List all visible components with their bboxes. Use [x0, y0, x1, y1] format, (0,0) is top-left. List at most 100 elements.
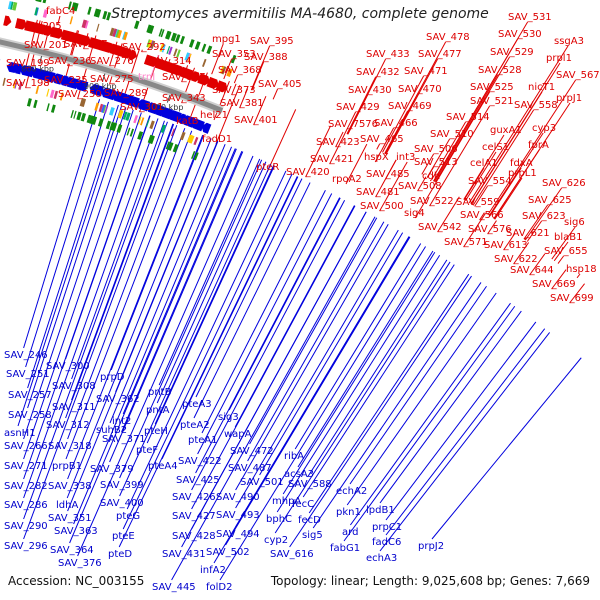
feature-tick: [106, 12, 112, 21]
label-connector: [225, 236, 411, 546]
reverse-gene: [136, 99, 151, 112]
gene-label: rpoA2: [332, 174, 362, 185]
gene-label: SAV_613: [484, 240, 528, 251]
gene-label: SAV_558: [514, 100, 558, 111]
feature-tick: [91, 116, 96, 125]
gene-label: SAV_514: [446, 112, 490, 123]
gene-label: SAV_198: [6, 78, 50, 89]
gene-label: folD2: [206, 582, 232, 593]
feature-tick: [206, 45, 213, 55]
feature-tick: [109, 27, 115, 37]
gene-label: SAV_301: [120, 102, 164, 113]
label-connector: [426, 166, 435, 178]
label-connector: [146, 165, 275, 444]
label-connector: [523, 204, 549, 240]
label-connector: [463, 167, 485, 201]
feature-tick: [219, 65, 225, 74]
feature-tick: [146, 39, 151, 48]
gene-label: prpD: [100, 372, 125, 383]
reverse-gene: [128, 96, 140, 108]
forward-gene: [128, 49, 138, 61]
gene-label: SAV_337: [162, 72, 206, 83]
gene-label: SAV_522: [410, 196, 454, 207]
gene-label: SAV_379: [90, 464, 134, 475]
gene-label: SAV_428: [172, 531, 216, 542]
label-connector: [493, 149, 540, 220]
gene-label: echA2: [336, 486, 367, 497]
gene-label: fabC4: [46, 6, 75, 17]
label-connector: [346, 76, 377, 135]
scale-tick: [39, 55, 43, 64]
gene-label: SAV_513: [414, 157, 458, 168]
feature-tick: [112, 28, 117, 37]
gene-label: SAV_276: [90, 56, 134, 67]
reverse-gene: [101, 87, 117, 101]
gene-label: pteH: [144, 426, 168, 437]
reverse-gene: [177, 113, 187, 125]
gene-label: sig5: [302, 530, 323, 541]
label-connector: [479, 212, 485, 221]
gene-label: cyp2: [264, 535, 288, 546]
label-connector: [421, 153, 435, 175]
gene-label: SAV_500: [360, 201, 404, 212]
gene-label: SAV_430: [348, 85, 392, 96]
gene-label: fecD: [298, 515, 321, 526]
gene-label: mpg1: [212, 34, 241, 45]
gene-label: SAV_371: [102, 434, 146, 445]
reverse-gene: [89, 84, 104, 97]
gene-label: SAV_623: [522, 211, 566, 222]
feature-tick: [137, 116, 142, 125]
gene-label: SAV_576: [468, 224, 512, 235]
gene-label: trnI: [138, 72, 155, 83]
feature-tick: [70, 109, 74, 119]
gene-label: SAV_470: [398, 84, 442, 95]
label-connector: [384, 110, 409, 154]
feature-tick: [150, 135, 155, 144]
feature-tick: [87, 6, 92, 15]
label-connector: [249, 217, 378, 445]
label-connector: [463, 213, 486, 248]
feature-tick: [100, 104, 106, 113]
label-connector: [27, 104, 119, 389]
gene-label: SAV_502: [206, 547, 250, 558]
label-connector: [77, 155, 254, 557]
gene-label: SAV_289: [104, 88, 148, 99]
backbone-line: [0, 39, 224, 113]
label-connector: [345, 143, 368, 185]
label-connector: [349, 302, 511, 526]
gene-label: SAV_472: [230, 446, 274, 457]
label-connector: [329, 132, 346, 165]
gene-label: pteA2: [180, 420, 210, 431]
feature-tick: [33, 99, 38, 109]
label-connector: [191, 205, 356, 510]
feature-tick: [10, 1, 14, 10]
gene-label: celS1: [482, 142, 509, 153]
gene-label: cyp3: [532, 123, 556, 134]
gene-label: SAV_567: [556, 70, 600, 81]
gene-label: SAV_490: [216, 492, 260, 503]
reverse-gene: [52, 73, 64, 85]
gene-label: SAV_296: [4, 541, 48, 552]
reverse-gene: [112, 91, 128, 104]
feature-tick: [80, 112, 87, 122]
gene-label: infA2: [200, 565, 226, 576]
label-connector: [213, 236, 410, 564]
feature-tick: [95, 9, 102, 18]
gene-label: pteA1: [188, 435, 218, 446]
label-connector: [551, 269, 567, 290]
feature-tick: [166, 46, 171, 54]
gene-label: fadC6: [372, 537, 401, 548]
feature-tick: [97, 118, 104, 127]
label-connector: [487, 79, 577, 216]
gene-label: SAV_205: [18, 21, 62, 32]
reverse-gene: [19, 65, 35, 78]
gene-label: SAV_395: [250, 36, 294, 47]
label-connector: [379, 332, 551, 552]
gene-label: SAV_314: [148, 56, 192, 67]
gene-label: pteA3: [182, 399, 212, 410]
feature-tick: [7, 1, 12, 10]
gene-label: SAV_421: [310, 154, 354, 165]
label-connector: [385, 58, 439, 155]
feature-tick: [194, 41, 201, 50]
